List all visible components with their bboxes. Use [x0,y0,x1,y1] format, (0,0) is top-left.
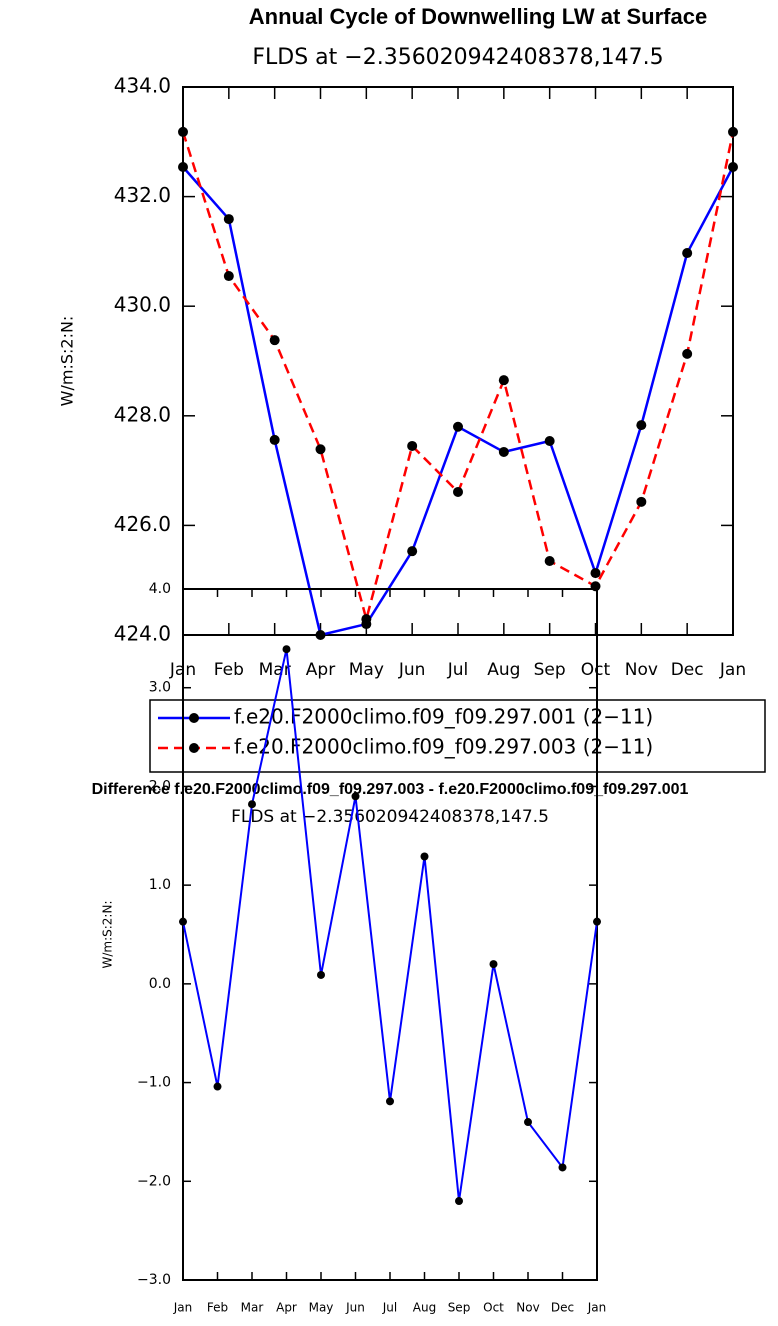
x-tick-label: Nov [625,660,658,680]
y-tick-label: 424.0 [114,622,171,646]
y-tick-label: −1.0 [137,1075,171,1091]
series-line [181,131,735,624]
data-point [351,792,360,801]
x-tick-label: Jan [173,1301,193,1315]
x-tick-label: Feb [207,1301,228,1315]
x-tick-label: Jan [719,660,746,680]
data-point [315,444,326,455]
chart-title: Difference f.e20.F2000climo.f09_f09.297.… [92,781,689,798]
y-tick-label: 2.0 [149,778,171,794]
x-tick-label: Oct [581,660,611,680]
chart-subtitle: FLDS at −2.356020942408378,147.5 [231,807,549,827]
data-point [453,486,463,497]
data-point [682,348,693,359]
y-tick-label: 432.0 [114,183,171,207]
data-point [407,546,418,557]
y-tick-label: 3.0 [149,680,171,696]
data-point [636,496,647,507]
x-tick-label: Sep [534,660,566,680]
legend-marker [189,713,199,723]
data-point [455,1197,463,1206]
data-point [636,420,647,431]
x-tick-label: May [349,660,384,680]
data-point [386,1097,394,1106]
data-point [498,375,509,386]
x-tick-label: Oct [483,1301,504,1315]
data-point [524,1118,532,1127]
data-point [593,917,601,926]
data-point [269,335,280,346]
legend-label: f.e20.F2000climo.f09_f09.297.001 (2−11) [234,705,653,729]
x-tick-label: May [309,1301,334,1315]
x-tick-label: Jan [587,1301,607,1315]
x-tick-label: Jul [382,1301,397,1315]
x-tick-label: Mar [241,1301,264,1315]
data-point [728,126,738,137]
data-point [315,630,326,640]
x-tick-label: Sep [448,1301,471,1315]
x-tick-label: Apr [276,1301,297,1315]
data-point [453,421,463,432]
data-point [544,436,555,447]
data-point [179,917,187,926]
x-tick-label: Jun [345,1301,365,1315]
legend-marker [189,743,199,753]
y-tick-label: 0.0 [149,976,171,992]
y-axis-label: W/m:S:2:N: [58,316,77,407]
data-point [223,214,234,225]
y-tick-label: −2.0 [137,1173,171,1189]
x-tick-label: Nov [516,1301,539,1315]
x-tick-label: Apr [306,660,335,680]
series-line [182,648,598,1202]
data-point [269,434,280,445]
data-point [178,126,188,137]
x-tick-label: Aug [487,660,520,680]
data-point [489,960,498,969]
data-point [178,162,188,173]
y-tick-label: 426.0 [114,512,171,536]
data-point [558,1163,567,1172]
x-tick-label: Mar [259,660,291,680]
data-point [590,568,601,579]
data-point [682,248,693,259]
y-axis-label: W/m:S:2:N: [101,901,115,969]
data-point [728,162,738,173]
data-point [213,1082,222,1091]
legend-label: f.e20.F2000climo.f09_f09.297.003 (2−11) [234,735,653,759]
plot-frame [182,86,734,636]
data-point [498,446,509,457]
plot-frame [182,588,598,1281]
y-tick-label: −3.0 [137,1272,171,1288]
x-tick-label: Dec [671,660,704,680]
x-tick-label: Feb [214,660,244,680]
x-tick-label: Jul [447,660,469,680]
data-point [223,271,234,282]
y-tick-label: 430.0 [114,293,171,317]
data-point [544,556,555,567]
data-point [317,970,325,979]
data-point [248,800,256,809]
y-tick-label: 434.0 [114,74,171,98]
y-tick-label: 428.0 [114,402,171,426]
y-tick-label: 1.0 [149,877,171,893]
series-line [182,166,735,637]
x-tick-label: Dec [551,1301,574,1315]
chart-subtitle: FLDS at −2.356020942408378,147.5 [252,45,663,70]
data-point [361,614,372,625]
chart-title: Annual Cycle of Downwelling LW at Surfac… [249,4,707,29]
legend-box [149,699,766,773]
x-tick-label: Aug [413,1301,436,1315]
data-point [407,440,418,451]
data-point [420,852,429,861]
data-point [282,645,291,654]
x-tick-label: Jun [398,660,426,680]
y-tick-label: 4.0 [149,581,171,597]
